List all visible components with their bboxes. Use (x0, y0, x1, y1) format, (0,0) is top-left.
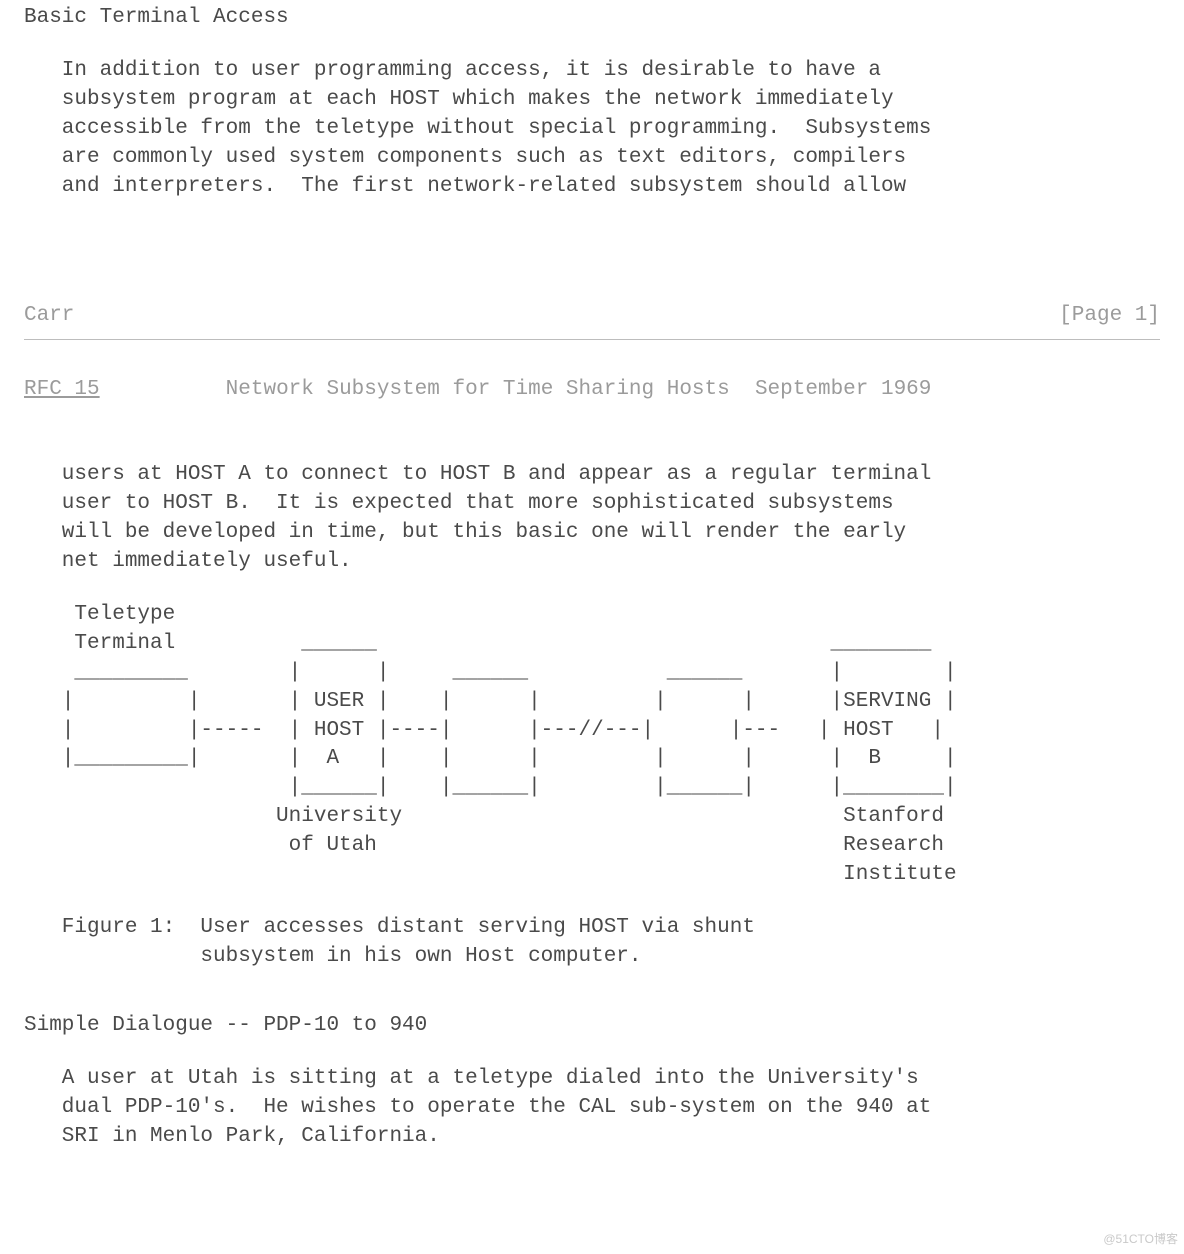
footer-author: Carr (24, 302, 74, 331)
page-header: RFC 15 Network Subsystem for Time Sharin… (24, 376, 1160, 405)
page-footer: Carr [Page 1] (24, 302, 1160, 331)
header-title: Network Subsystem for Time Sharing Hosts (226, 376, 730, 405)
paragraph-dialogue: A user at Utah is sitting at a teletype … (24, 1065, 1160, 1152)
footer-page-number: [Page 1] (1059, 302, 1160, 331)
figure-caption: Figure 1: User accesses distant serving … (24, 914, 1160, 972)
rfc-link[interactable]: RFC 15 (24, 376, 100, 405)
page-break-rule (24, 339, 1160, 340)
header-spacer (100, 376, 226, 405)
ascii-diagram-figure-1: Teletype Terminal ______ ________ ______… (24, 601, 1160, 891)
watermark: @51CTO博客 (1103, 1231, 1178, 1248)
paragraph-continuation: users at HOST A to connect to HOST B and… (24, 461, 1160, 577)
section-title-basic-terminal-access: Basic Terminal Access (24, 4, 1160, 33)
paragraph-intro: In addition to user programming access, … (24, 57, 1160, 202)
header-date: September 1969 (730, 376, 932, 405)
section-title-simple-dialogue: Simple Dialogue -- PDP-10 to 940 (24, 1012, 1160, 1041)
